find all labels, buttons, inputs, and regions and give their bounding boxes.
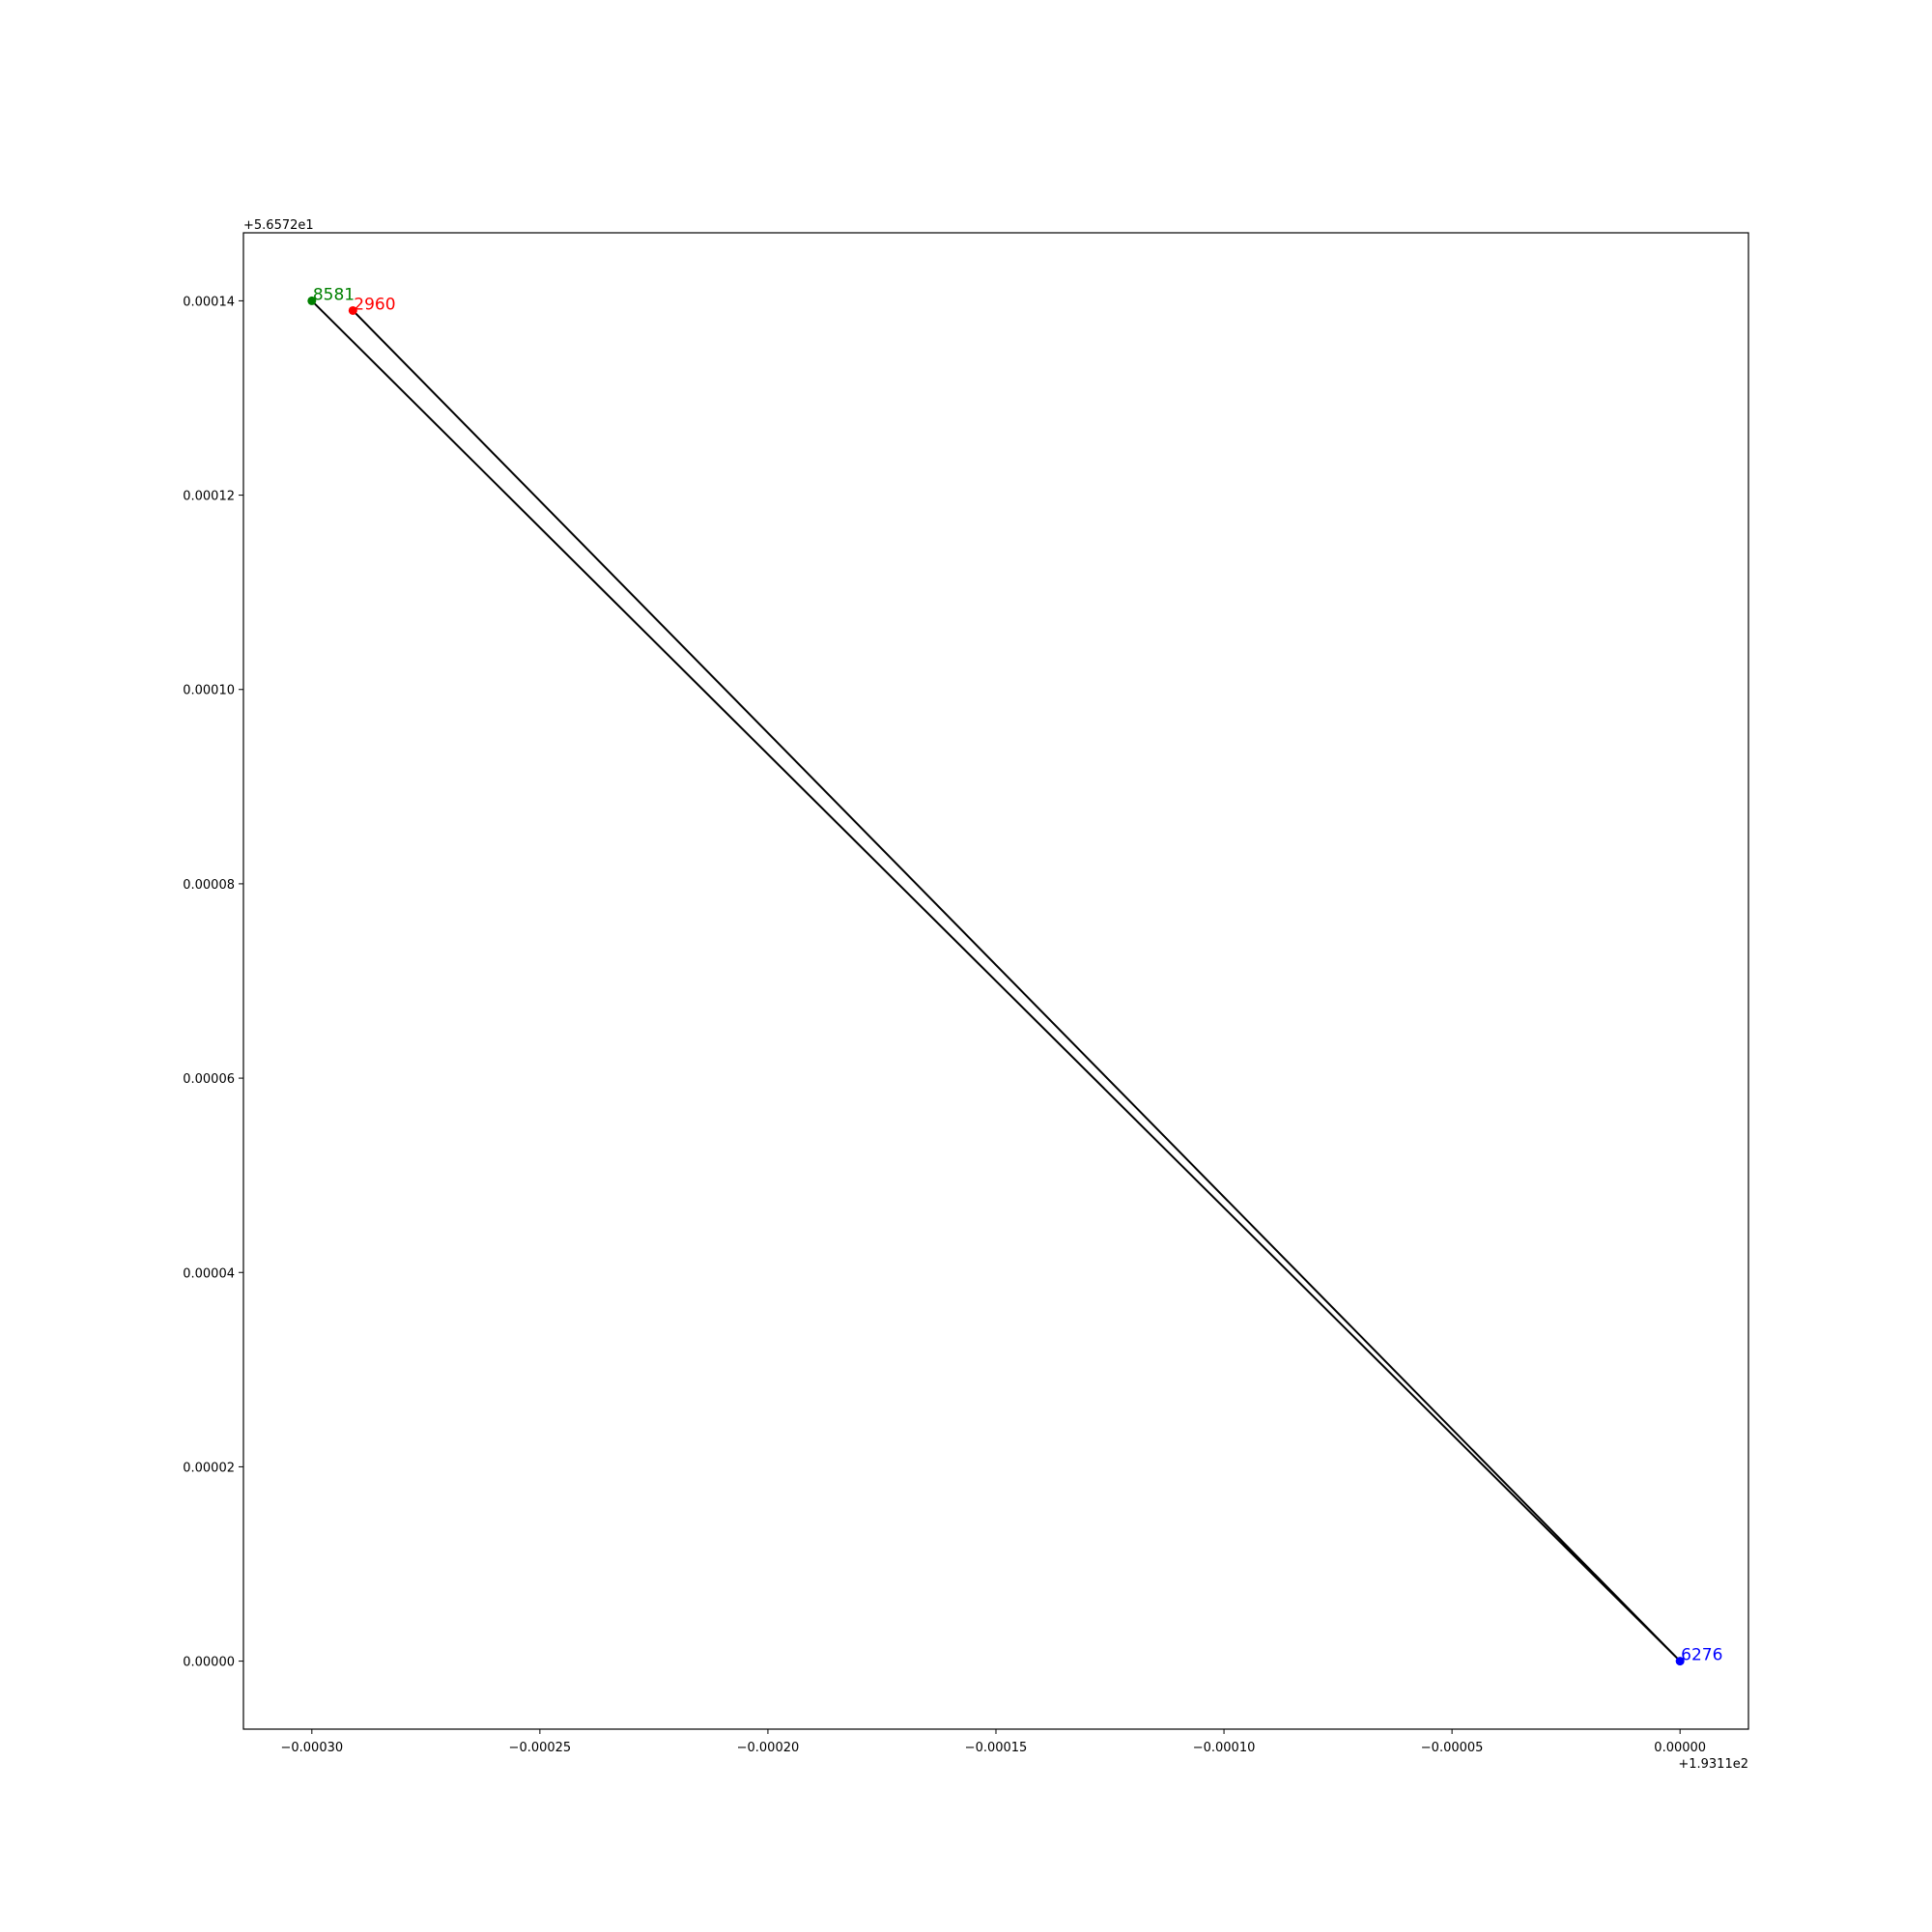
x-tick-label: −0.00025 (509, 1741, 572, 1755)
x-tick-label: −0.00030 (280, 1741, 343, 1755)
y-tick-label: 0.00012 (183, 490, 235, 504)
x-axis-offset-label: +1.9311e2 (1678, 1757, 1748, 1772)
x-tick-label: −0.00005 (1421, 1741, 1484, 1755)
x-tick-label: −0.00015 (965, 1741, 1028, 1755)
y-axis: 0.00000 0.00002 0.00004 0.00006 0.00008 0.000… (183, 295, 243, 1670)
x-tick-label: 0.00000 (1654, 1741, 1706, 1755)
y-tick-label: 0.00006 (183, 1072, 235, 1087)
y-axis-offset-label: +5.6572e1 (243, 218, 314, 233)
x-tick-label: −0.00020 (737, 1741, 800, 1755)
y-tick-label: 0.00010 (183, 684, 235, 698)
x-axis: −0.00030 −0.00025 −0.00020 −0.00015 −0.00010… (280, 1729, 1706, 1755)
y-tick-label: 0.00000 (183, 1656, 235, 1670)
y-tick-label: 0.00002 (183, 1461, 235, 1475)
y-tick-label: 0.00004 (183, 1266, 235, 1281)
y-tick-label: 0.00008 (183, 878, 235, 893)
point-label: 2960 (354, 295, 395, 314)
point-marker (307, 296, 317, 305)
point-marker (348, 305, 357, 315)
point-marker (1675, 1657, 1685, 1666)
y-tick-label: 0.00014 (183, 295, 235, 309)
point-label: 6276 (1681, 1646, 1722, 1665)
x-tick-label: −0.00010 (1193, 1741, 1256, 1755)
point-label: 8581 (313, 285, 355, 304)
path-line (310, 299, 1682, 1662)
